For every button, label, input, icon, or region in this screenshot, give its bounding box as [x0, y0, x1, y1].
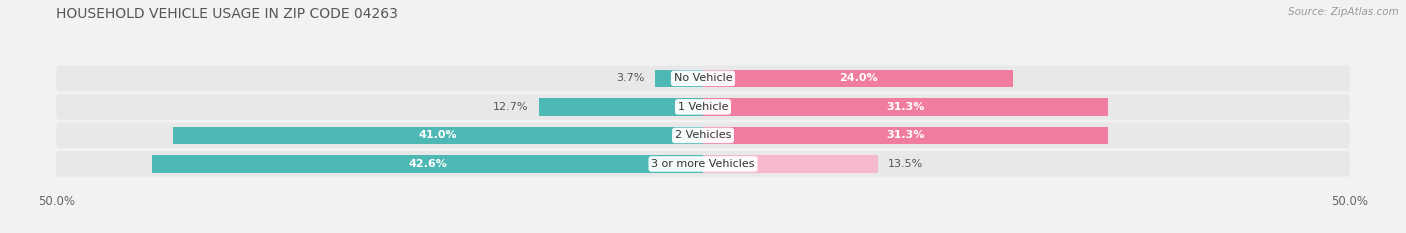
Text: 1 Vehicle: 1 Vehicle	[678, 102, 728, 112]
Bar	[703, 69, 1014, 87]
Bar	[173, 127, 703, 144]
Text: 13.5%: 13.5%	[889, 159, 924, 169]
Text: 41.0%: 41.0%	[419, 130, 457, 140]
FancyBboxPatch shape	[56, 123, 1350, 148]
FancyBboxPatch shape	[56, 151, 1350, 177]
Text: 31.3%: 31.3%	[886, 102, 925, 112]
Text: 31.3%: 31.3%	[886, 130, 925, 140]
Bar	[538, 98, 703, 116]
FancyBboxPatch shape	[56, 65, 1350, 91]
Text: Source: ZipAtlas.com: Source: ZipAtlas.com	[1288, 7, 1399, 17]
Bar	[152, 155, 703, 173]
Text: 24.0%: 24.0%	[839, 73, 877, 83]
Text: No Vehicle: No Vehicle	[673, 73, 733, 83]
Bar	[703, 98, 1108, 116]
Bar	[655, 69, 703, 87]
Text: 42.6%: 42.6%	[408, 159, 447, 169]
FancyBboxPatch shape	[56, 94, 1350, 120]
Text: 3 or more Vehicles: 3 or more Vehicles	[651, 159, 755, 169]
Text: 2 Vehicles: 2 Vehicles	[675, 130, 731, 140]
Text: 3.7%: 3.7%	[616, 73, 645, 83]
Text: HOUSEHOLD VEHICLE USAGE IN ZIP CODE 04263: HOUSEHOLD VEHICLE USAGE IN ZIP CODE 0426…	[56, 7, 398, 21]
Bar	[703, 127, 1108, 144]
Bar	[703, 155, 877, 173]
Text: 12.7%: 12.7%	[494, 102, 529, 112]
